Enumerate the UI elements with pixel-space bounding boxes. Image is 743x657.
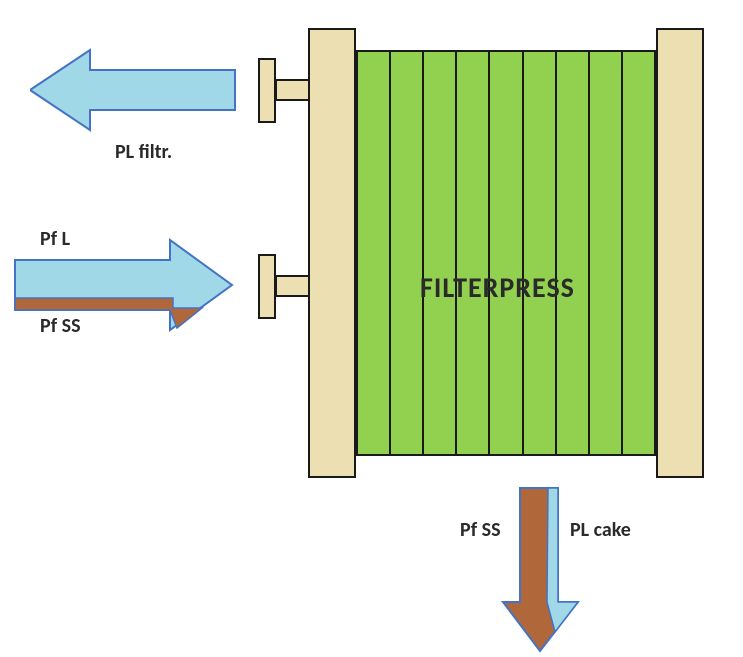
cake-out-label-left: Pf SS (460, 518, 501, 542)
feed-in-label-bottom: Pf SS (40, 314, 81, 338)
mid-port-flange (258, 254, 276, 319)
filter-plate-pack (356, 50, 656, 456)
feed-in-label-top: Pf L (40, 227, 70, 251)
cake-out-label-right: PL cake (570, 518, 631, 542)
right-end-plate (656, 28, 704, 478)
filtrate-out-arrow (30, 45, 240, 135)
main-label: FILTERPRESS (420, 270, 575, 305)
filtrate-out-label: PL filtr. (115, 140, 172, 164)
cake-out-arrow (500, 485, 585, 655)
top-port-flange (258, 58, 276, 123)
top-port-pipe (275, 79, 310, 101)
left-end-plate (308, 28, 356, 478)
mid-port-pipe (275, 275, 310, 297)
